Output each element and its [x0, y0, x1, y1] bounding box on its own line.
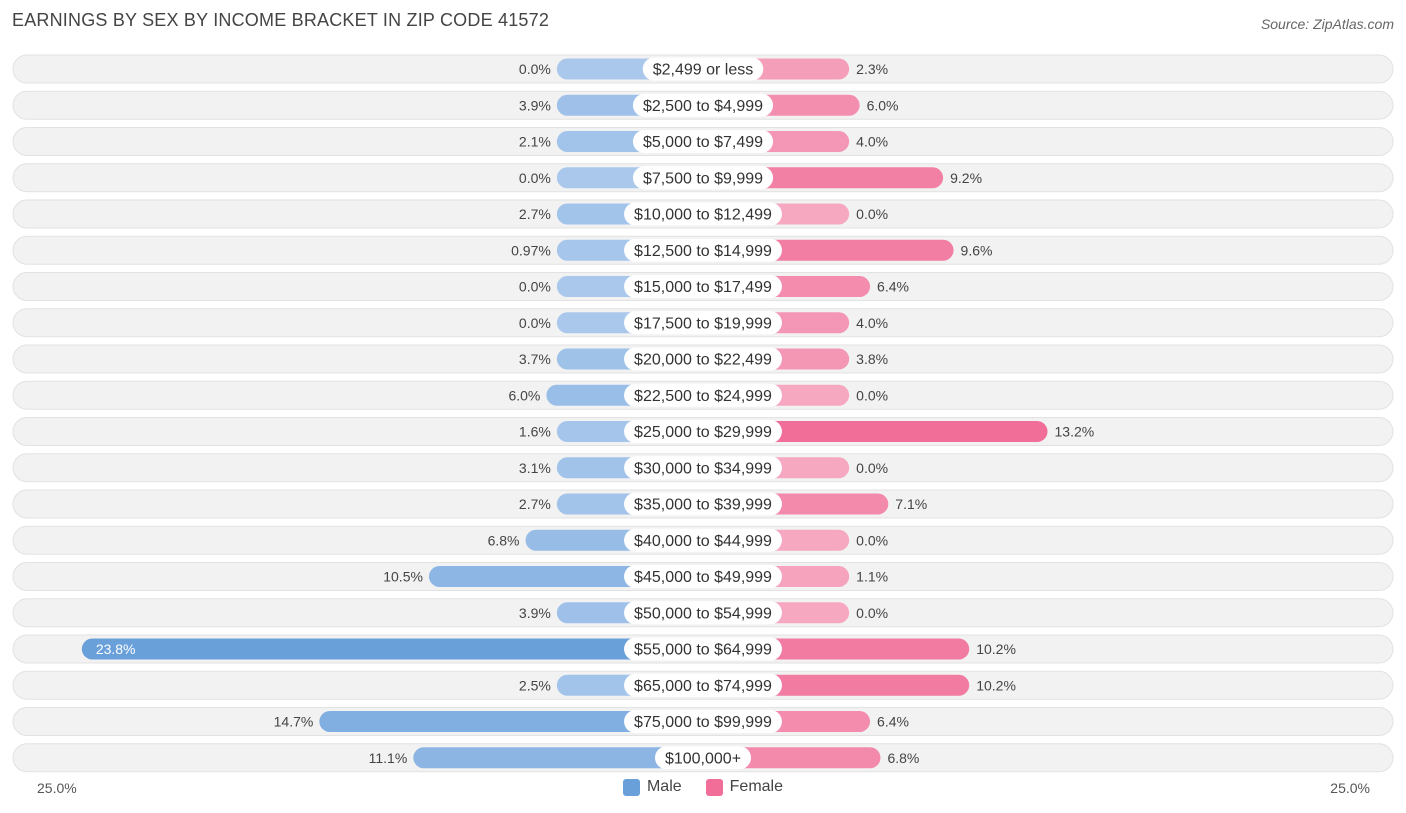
female-value-label: 6.4%: [877, 279, 909, 295]
female-value-label: 0.0%: [856, 605, 888, 621]
male-value-label: 2.5%: [519, 677, 551, 693]
female-value-label: 3.8%: [856, 351, 888, 367]
male-value-label: 1.6%: [519, 424, 551, 440]
category-label: $17,500 to $19,999: [634, 315, 772, 332]
female-value-label: 0.0%: [856, 532, 888, 548]
legend-male: Male: [622, 778, 682, 796]
male-bar: [413, 747, 703, 769]
category-label-pill: [624, 202, 782, 226]
category-label: $2,499 or less: [653, 62, 754, 79]
legend-female-label: Female: [729, 778, 784, 795]
category-label-pill: [624, 710, 782, 733]
category-label: $100,000+: [665, 750, 741, 767]
category-label: $65,000 to $74,999: [634, 678, 772, 695]
category-label: $7,500 to $9,999: [643, 170, 763, 187]
legend-male-swatch: [622, 778, 640, 796]
category-label: $30,000 to $34,999: [634, 460, 772, 477]
category-label: $5,000 to $7,499: [643, 134, 763, 151]
category-label-pill: [624, 673, 782, 697]
male-value-label: 6.8%: [488, 532, 520, 548]
male-value-label: 6.0%: [508, 387, 540, 403]
category-label-pill: [624, 565, 782, 588]
female-value-label: 4.0%: [856, 134, 888, 150]
male-value-label: 14.7%: [274, 714, 314, 730]
axis-left-label: 25.0%: [37, 780, 77, 796]
category-label-pill: [624, 420, 782, 443]
legend-male-label: Male: [646, 778, 682, 795]
male-value-label: 3.7%: [519, 351, 551, 367]
male-value-label: 10.5%: [383, 569, 423, 585]
female-value-label: 9.2%: [950, 170, 982, 186]
category-label-pill: [624, 456, 782, 480]
axis-right-label: 25.0%: [1330, 780, 1370, 796]
male-value-label: 2.7%: [519, 496, 551, 512]
legend-female: Female: [705, 778, 784, 796]
male-value-label: 2.1%: [519, 134, 551, 150]
category-label: $45,000 to $49,999: [634, 569, 772, 586]
category-label: $15,000 to $17,499: [634, 279, 772, 296]
category-label: $2,500 to $4,999: [643, 98, 763, 115]
legend: Male Female: [0, 778, 1406, 796]
male-value-label: 0.0%: [519, 61, 551, 77]
category-label-pill: [624, 637, 782, 661]
category-label-pill: [624, 383, 782, 407]
male-bar: [319, 711, 703, 732]
female-value-label: 13.2%: [1055, 424, 1095, 440]
chart-title: EARNINGS BY SEX BY INCOME BRACKET IN ZIP…: [12, 10, 550, 30]
female-value-label: 6.0%: [867, 97, 899, 113]
category-label-pill: [624, 528, 782, 552]
category-label-pill: [632, 166, 774, 190]
female-value-label: 0.0%: [856, 206, 888, 222]
male-value-label: 11.1%: [369, 750, 408, 766]
male-value-label: 23.8%: [96, 641, 136, 657]
category-label-pill: [632, 130, 774, 153]
category-label-pill: [632, 93, 774, 117]
category-label-pill: [624, 492, 782, 516]
category-label: $40,000 to $44,999: [634, 533, 772, 550]
category-label: $20,000 to $22,499: [634, 352, 772, 369]
category-label-pill: [624, 238, 782, 262]
male-value-label: 0.97%: [511, 242, 551, 258]
category-label: $12,500 to $14,999: [634, 243, 772, 260]
category-label-pill: [624, 311, 782, 335]
category-label-pill: [654, 746, 752, 770]
category-label: $10,000 to $12,499: [634, 207, 772, 224]
male-value-label: 0.0%: [519, 315, 551, 331]
male-value-label: 3.9%: [519, 605, 551, 621]
female-value-label: 10.2%: [976, 641, 1016, 657]
female-value-label: 4.0%: [856, 315, 888, 331]
female-bar: [703, 421, 1048, 442]
female-value-label: 6.8%: [887, 750, 919, 766]
category-label: $35,000 to $39,999: [634, 497, 772, 514]
category-label-pill: [642, 57, 764, 81]
category-label: $55,000 to $64,999: [634, 642, 772, 659]
female-value-label: 1.1%: [856, 569, 888, 585]
male-value-label: 2.7%: [519, 206, 551, 222]
female-value-label: 7.1%: [895, 496, 927, 512]
male-bar: [81, 638, 703, 660]
category-label-pill: [624, 275, 782, 298]
category-label: $75,000 to $99,999: [634, 714, 772, 731]
female-value-label: 10.2%: [976, 677, 1016, 693]
category-label-pill: [624, 347, 782, 371]
female-value-label: 0.0%: [856, 460, 888, 476]
category-label: $25,000 to $29,999: [634, 424, 772, 441]
category-label: $50,000 to $54,999: [634, 605, 772, 622]
male-value-label: 0.0%: [519, 279, 551, 295]
source-label: Source: ZipAtlas.com: [1260, 16, 1394, 32]
male-value-label: 3.9%: [519, 97, 551, 113]
female-value-label: 6.4%: [877, 714, 909, 730]
category-label: $22,500 to $24,999: [634, 388, 772, 405]
female-value-label: 9.6%: [961, 242, 993, 258]
female-value-label: 2.3%: [856, 61, 888, 77]
female-value-label: 0.0%: [856, 387, 888, 403]
male-value-label: 0.0%: [519, 170, 551, 186]
male-value-label: 3.1%: [519, 460, 551, 476]
legend-female-swatch: [705, 778, 723, 796]
category-label-pill: [624, 601, 782, 625]
